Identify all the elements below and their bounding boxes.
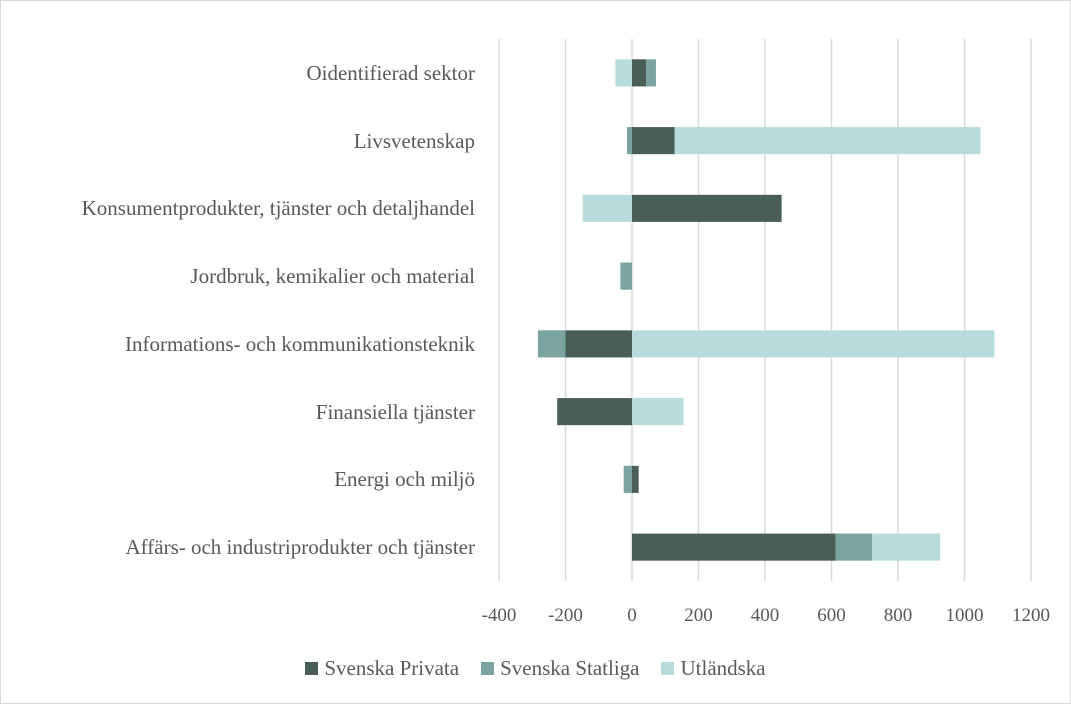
category-label: Oidentifierad sektor [306,60,475,85]
legend-label: Utländska [680,656,766,680]
bar [557,398,632,426]
category-label: Energi och miljö [334,467,475,492]
bar [582,194,632,222]
category-label: Finansiella tjänster [315,399,475,424]
bar [632,127,675,155]
legend: Svenska Privata Svenska Statliga Utländska [1,656,1070,681]
bar [632,59,646,87]
legend-item: Svenska Privata [305,656,459,681]
bar [620,262,632,290]
legend-swatch [305,662,319,675]
bar [645,59,656,87]
category-label: Affärs- och industriprodukter och tjänst… [125,535,475,560]
x-tick-label: 1000 [946,605,984,626]
legend-label: Svenska Privata [324,656,460,680]
bar [565,330,632,358]
x-tick-label: 0 [627,605,637,626]
bar [537,330,566,358]
x-tick-label: 600 [817,605,846,626]
legend-item: Utländska [661,656,766,681]
x-tick-label: 200 [684,605,713,626]
bar [627,127,632,155]
legend-swatch [661,662,675,675]
legend-label: Svenska Statliga [500,656,640,680]
x-tick-label: -200 [548,605,583,626]
legend-swatch [481,662,495,675]
bar [872,533,941,561]
bar [623,465,632,493]
category-label: Jordbruk, kemikalier och material [190,264,475,289]
bar [674,127,981,155]
bar [632,465,639,493]
bar [632,330,995,358]
x-tick-label: 800 [884,605,913,626]
category-label: Konsumentprodukter, tjänster och detaljh… [81,196,475,221]
x-tick-label: 400 [751,605,780,626]
x-tick-label: 1200 [1012,605,1050,626]
bar [632,398,684,426]
category-label: Livsvetenskap [353,128,475,153]
bar [615,59,632,87]
category-label: Informations- och kommunikationsteknik [125,331,475,356]
x-tick-label: -400 [482,605,517,626]
bar [632,533,836,561]
bar [632,194,782,222]
legend-item: Svenska Statliga [481,656,639,681]
bar [835,533,873,561]
